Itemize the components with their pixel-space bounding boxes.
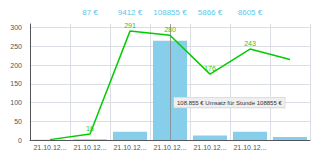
svg-text:280: 280 [164,26,176,33]
svg-text:50: 50 [14,118,22,125]
svg-text:243: 243 [244,40,256,47]
svg-text:5866 €: 5866 € [198,8,223,17]
svg-text:300: 300 [10,24,22,31]
svg-text:108.855 € Umsatz für Stunde 10: 108.855 € Umsatz für Stunde 108855 € [177,100,282,106]
svg-text:150: 150 [10,80,22,87]
svg-text:0: 0 [18,137,22,144]
svg-text:291: 291 [124,22,136,29]
svg-text:200: 200 [10,62,22,69]
svg-text:21.10.12...: 21.10.12... [113,144,146,151]
svg-text:16: 16 [86,125,94,132]
svg-text:21.10.12...: 21.10.12... [233,144,266,151]
svg-text:176: 176 [204,65,216,72]
svg-text:21.10.12...: 21.10.12... [153,144,186,151]
svg-text:108855 €: 108855 € [153,8,187,17]
svg-text:9412 €: 9412 € [118,8,143,17]
svg-text:21.10.12...: 21.10.12... [33,144,66,151]
svg-text:87 €: 87 € [82,8,98,17]
svg-text:100: 100 [10,99,22,106]
svg-text:21.10.12...: 21.10.12... [73,144,106,151]
svg-text:21.10.12...: 21.10.12... [193,144,226,151]
svg-text:8605 €: 8605 € [238,8,263,17]
svg-text:250: 250 [10,43,22,50]
